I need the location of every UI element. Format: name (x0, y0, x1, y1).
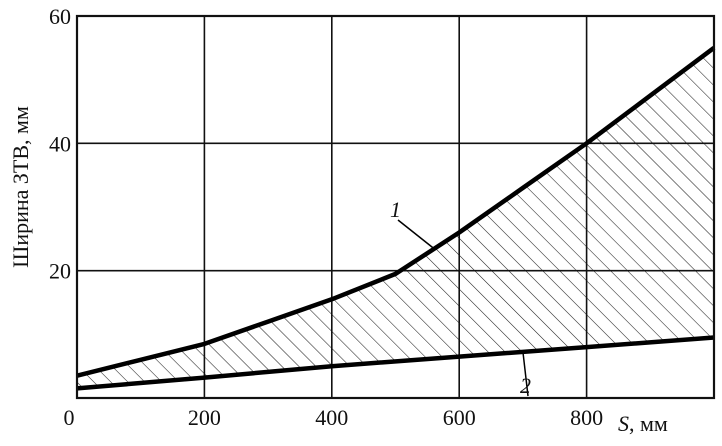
axes-layer (75, 14, 716, 400)
hatched-region-layer (77, 47, 714, 389)
x-tick-label-400: 400 (315, 405, 348, 430)
plot-frame (75, 14, 716, 400)
series-2-label-leader (522, 351, 529, 397)
x-tick-label-200: 200 (188, 405, 221, 430)
y-tick-label-40: 40 (49, 131, 71, 156)
x-axis-title-variable: S (618, 411, 629, 436)
series-1-label: 1 (390, 197, 401, 222)
series-1-label-leader (397, 219, 435, 249)
x-axis-title: S, мм (618, 411, 668, 436)
x-tick-label-800: 800 (570, 405, 603, 430)
grid-layer (77, 16, 714, 398)
series-1-line (76, 46, 716, 378)
hatched-region (77, 47, 714, 389)
y-tick-label-60: 60 (49, 4, 71, 29)
series-2-label: 2 (520, 373, 531, 398)
x-tick-label-600: 600 (443, 405, 476, 430)
x-axis-title-unit: , мм (629, 411, 668, 436)
x-tick-label-0: 0 (64, 405, 75, 430)
tick-labels-layer: 0 200 400 600 800 20 40 60 (49, 4, 603, 430)
y-tick-label-20: 20 (49, 259, 71, 284)
y-axis-title: Ширина ЗТВ, мм (8, 106, 33, 268)
series-2-line (76, 335, 715, 391)
series-layer: 12 (76, 46, 716, 398)
